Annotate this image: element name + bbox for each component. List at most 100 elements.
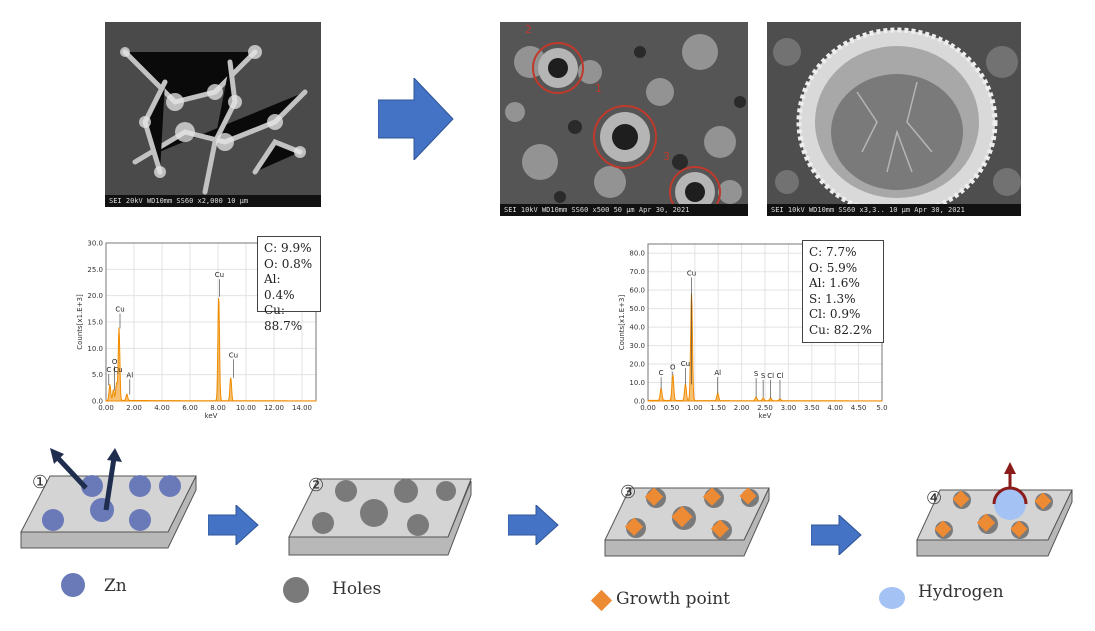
peak-label: Cu bbox=[681, 360, 690, 368]
eds-spectrum-right-svg: 0.00 0.50 1.00 1.50 2.00 2.50 3.00 3.50 4.00 4.50… bbox=[618, 243, 888, 420]
hydrogen-legend-icon bbox=[879, 587, 905, 609]
peak-label: O bbox=[670, 364, 676, 372]
x-tick-label: 14.00 bbox=[292, 404, 312, 412]
eds-spectrum-left-svg: 0.00 2.00 4.00 6.00 8.00 10.00 12.00 14.00 0.0 5.… bbox=[76, 240, 317, 420]
x-tick-label: 0.00 bbox=[640, 404, 656, 412]
zn-legend-icon bbox=[61, 573, 85, 597]
y-tick-label: 70.0 bbox=[629, 268, 645, 276]
y-tick-label: 0.0 bbox=[634, 398, 645, 406]
step-1-zn-dissolution: ① bbox=[20, 440, 200, 560]
step-arrow-3 bbox=[810, 513, 863, 559]
composition-line: O: 0.8% bbox=[264, 256, 313, 271]
composition-line: Cu: 82.2% bbox=[809, 322, 872, 337]
composition-line: O: 5.9% bbox=[809, 260, 858, 275]
sem-caption: SEI 10kV WD10mm SS60 x3,3.. 10 μm Apr 30… bbox=[767, 204, 1021, 216]
step-number: ④ bbox=[926, 488, 943, 509]
x-tick-label: 4.00 bbox=[154, 404, 170, 412]
y-tick-label: 60.0 bbox=[629, 287, 645, 295]
x-tick-label: 1.00 bbox=[687, 404, 703, 412]
peak-label: Cu bbox=[229, 351, 238, 359]
peak-label: S bbox=[754, 370, 759, 378]
y-tick-label: 50.0 bbox=[629, 305, 645, 313]
marker-label-1: 1 bbox=[595, 82, 602, 95]
step-number: ① bbox=[32, 472, 49, 493]
composition-box-left: C: 9.9% O: 0.8% Al: 0.4% Cu: 88.7% bbox=[257, 236, 321, 333]
marker-label-2: 2 bbox=[525, 23, 532, 36]
x-axis-label: keV bbox=[205, 412, 218, 420]
sem-texture-porous bbox=[500, 22, 748, 216]
legend-hydrogen bbox=[878, 585, 908, 615]
growth-point-legend-icon bbox=[590, 589, 613, 612]
legend-holes-label: Holes bbox=[332, 579, 382, 599]
hydrogen-bubble bbox=[992, 462, 1028, 520]
step-arrow-2 bbox=[507, 503, 560, 549]
composition-line: Al: 1.6% bbox=[809, 276, 860, 290]
sem-texture-dendrites bbox=[105, 22, 321, 207]
peak-label: C bbox=[659, 369, 664, 377]
peak-label: Cu bbox=[215, 271, 224, 279]
composition-box-right: C: 7.7% O: 5.9% Al: 1.6% S: 1.3% Cl: 0.9… bbox=[802, 240, 884, 343]
x-tick-label: 2.00 bbox=[126, 404, 142, 412]
y-tick-label: 30.0 bbox=[629, 342, 645, 350]
y-tick-label: 80.0 bbox=[629, 250, 645, 258]
x-tick-label: 2.00 bbox=[734, 404, 750, 412]
x-tick-label: 12.00 bbox=[264, 404, 284, 412]
step-2-holes: ② bbox=[288, 455, 473, 565]
peak-label: Cl bbox=[767, 372, 774, 380]
y-tick-label: 20.0 bbox=[87, 292, 103, 300]
x-tick-label: 0.50 bbox=[664, 404, 680, 412]
hole-marks bbox=[312, 479, 456, 536]
sem-caption: SEI 10kV WD10mm SS60 x500 50 μm Apr 30, … bbox=[500, 204, 748, 216]
growth-point-marks bbox=[624, 487, 759, 540]
composition-line: Cu: 88.7% bbox=[264, 303, 303, 333]
x-tick-label: 1.50 bbox=[710, 404, 726, 412]
composition-line: Cl: 0.9% bbox=[809, 307, 861, 321]
x-tick-label: 5.0 bbox=[876, 404, 887, 412]
y-tick-label: 40.0 bbox=[629, 324, 645, 332]
y-tick-label: 0.0 bbox=[92, 398, 103, 406]
x-tick-label: 10.00 bbox=[236, 404, 256, 412]
marker-label-3: 3 bbox=[663, 150, 670, 163]
marker-circle-1 bbox=[593, 105, 657, 169]
marker-circle-3 bbox=[669, 166, 721, 216]
step-number: ③ bbox=[620, 482, 637, 503]
y-tick-label: 15.0 bbox=[87, 319, 103, 327]
step-arrow-1 bbox=[207, 503, 260, 549]
y-tick-label: 10.0 bbox=[629, 379, 645, 387]
peak-label: O bbox=[112, 358, 118, 366]
eds-spectrum-left: 0.00 2.00 4.00 6.00 8.00 10.00 12.00 14.00 0.0 5.… bbox=[76, 233, 328, 423]
step-number: ② bbox=[308, 475, 325, 496]
legend-growth bbox=[589, 588, 615, 618]
peak-label: Al bbox=[126, 371, 133, 379]
composition-line: C: 9.9% bbox=[264, 241, 312, 255]
peak-label: Al bbox=[714, 369, 721, 377]
peak-label: Cu bbox=[115, 305, 124, 313]
peak-label: S bbox=[761, 372, 766, 380]
x-tick-label: 4.00 bbox=[827, 404, 843, 412]
composition-line: Al: 0.4% bbox=[264, 272, 295, 302]
x-tick-label: 3.50 bbox=[804, 404, 820, 412]
x-tick-label: 0.00 bbox=[98, 404, 114, 412]
composition-line: S: 1.3% bbox=[809, 291, 856, 306]
peak-label: Cu bbox=[113, 366, 122, 374]
sem-texture-ring bbox=[767, 22, 1021, 216]
legend-hydrogen-label: Hydrogen bbox=[918, 582, 1004, 602]
sem-image-after-zoom: SEI 10kV WD10mm SS60 x3,3.. 10 μm Apr 30… bbox=[767, 22, 1021, 216]
y-axis-label: Counts[x1.E+3] bbox=[618, 295, 626, 351]
spectrum-series bbox=[647, 293, 883, 402]
x-tick-label: 2.50 bbox=[757, 404, 773, 412]
growth-point-marks bbox=[934, 490, 1053, 539]
x-tick-label: 3.00 bbox=[781, 404, 797, 412]
legend-holes bbox=[282, 576, 310, 608]
composition-line: C: 7.7% bbox=[809, 245, 857, 259]
sem-image-after-wide: 2 1 3 SEI 10kV WD10mm SS60 x500 50 μm Ap… bbox=[500, 22, 748, 216]
y-tick-label: 5.0 bbox=[92, 371, 103, 379]
y-tick-label: 25.0 bbox=[87, 266, 103, 274]
legend-zn-label: Zn bbox=[104, 576, 127, 596]
x-tick-label: 4.50 bbox=[851, 404, 867, 412]
step-4-hydrogen-evolution: ④ bbox=[916, 458, 1076, 568]
legend-zn bbox=[60, 572, 86, 602]
peak-label: Cl bbox=[777, 372, 784, 380]
x-tick-label: 8.00 bbox=[210, 404, 226, 412]
legend-growth-label: Growth point bbox=[616, 589, 731, 609]
